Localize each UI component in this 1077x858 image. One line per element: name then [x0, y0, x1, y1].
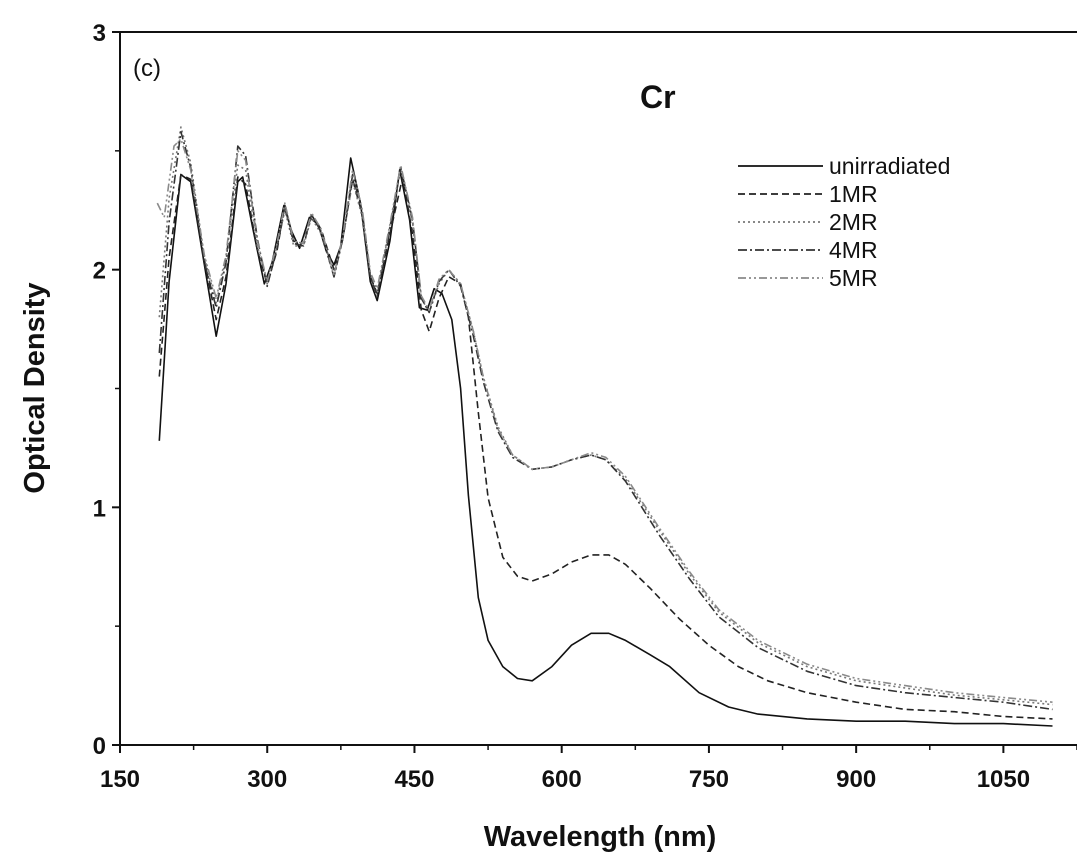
legend-label: 5MR [829, 265, 878, 291]
series-line-4mr [158, 131, 1053, 711]
y-tick-label: 2 [93, 258, 106, 285]
plot-frame [119, 31, 1077, 746]
axis-ticks: 150 300 450 600 750 900 1050 0 1 2 3 [93, 20, 1077, 793]
y-tick-label: 0 [93, 733, 106, 760]
series-lines [156, 126, 1053, 727]
panel-label: (c) [133, 55, 161, 82]
element-annotation: Cr [640, 79, 676, 115]
x-tick-label: 1050 [977, 766, 1030, 793]
y-tick-label: 3 [93, 20, 106, 47]
y-tick-label: 1 [93, 495, 106, 522]
legend-label: 2MR [829, 209, 878, 235]
x-tick-label: 450 [394, 766, 434, 793]
x-tick-label: 600 [542, 766, 582, 793]
x-axis-title: Wavelength (nm) [484, 821, 717, 853]
y-axis-title: Optical Density [19, 282, 51, 493]
series-line-5mr [156, 138, 1053, 703]
x-tick-label: 300 [247, 766, 287, 793]
x-tick-label: 900 [836, 766, 876, 793]
legend-label: unirradiated [829, 153, 950, 179]
series-line-1mr [158, 173, 1053, 720]
x-tick-label: 750 [689, 766, 729, 793]
x-tick-label: 150 [100, 766, 140, 793]
legend-label: 1MR [829, 181, 878, 207]
series-line-2mr [158, 126, 1053, 706]
legend-label: 4MR [829, 237, 878, 263]
